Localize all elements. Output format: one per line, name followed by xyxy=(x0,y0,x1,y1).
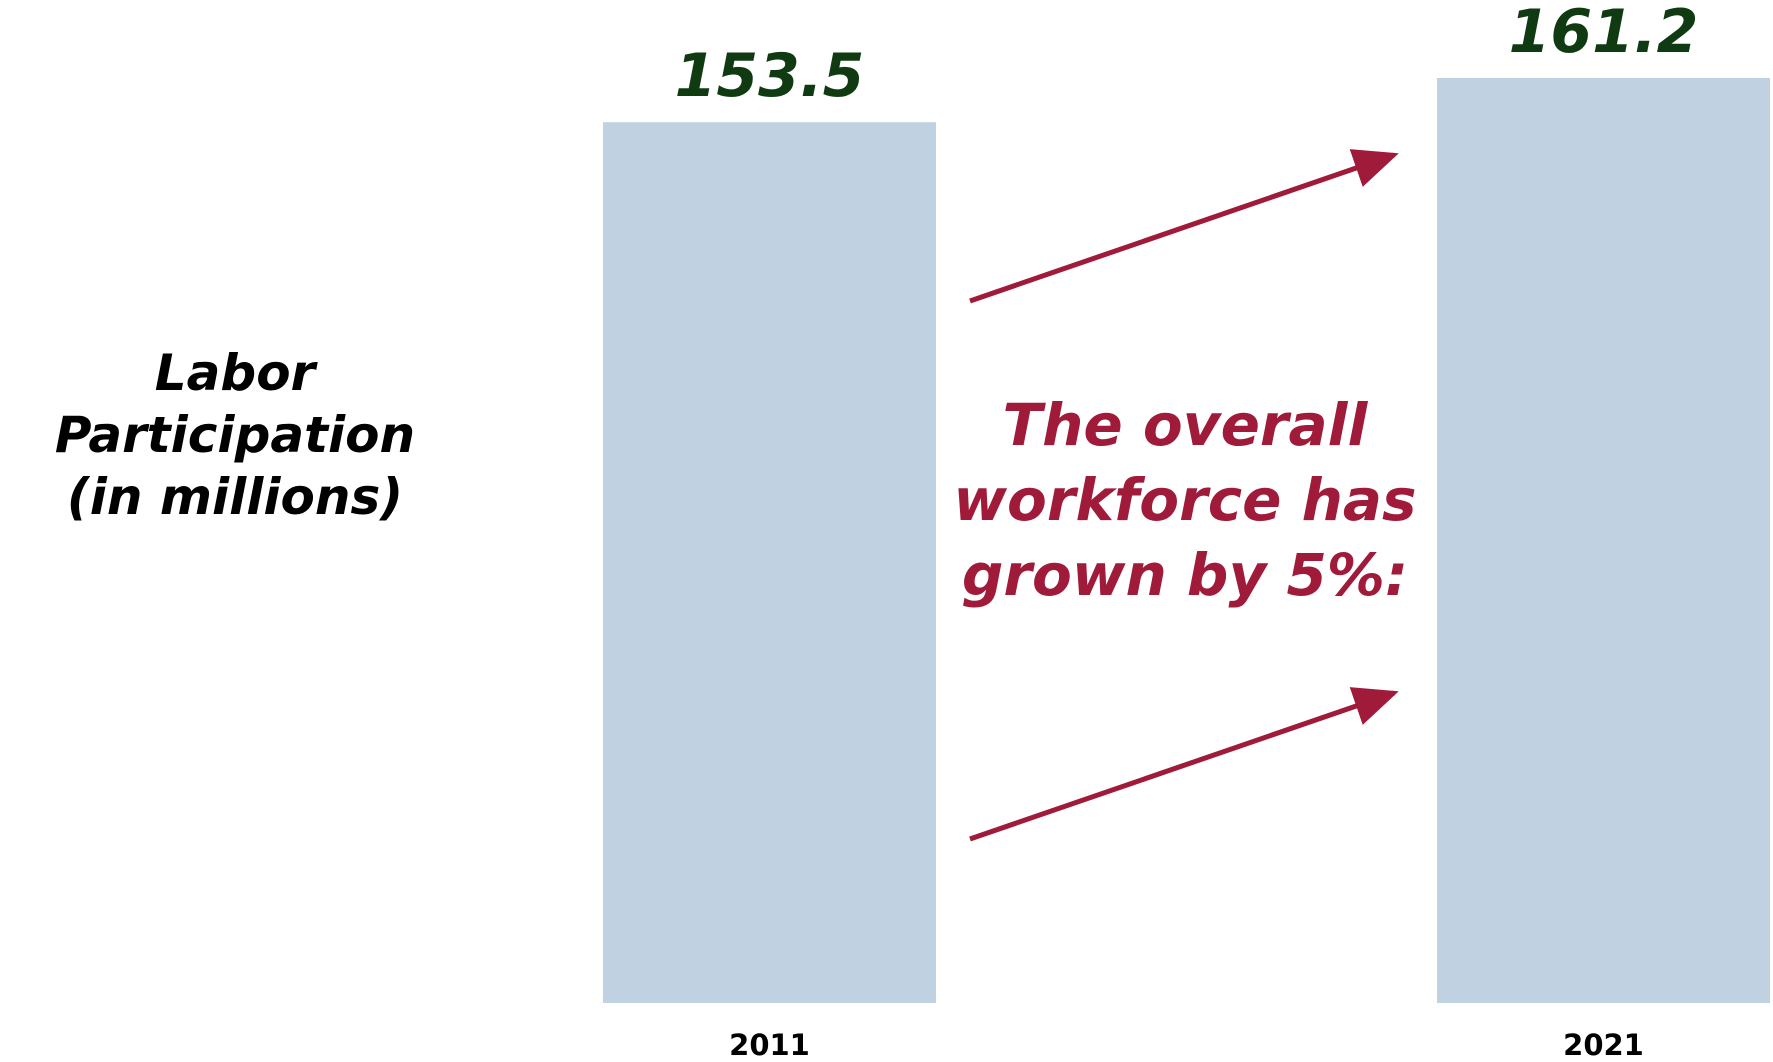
y-axis-label-line-2: (in millions) xyxy=(66,468,404,526)
bar-2021 xyxy=(1437,78,1770,1003)
annotation-line-3: grown by 5%: xyxy=(961,541,1409,609)
growth-arrow-lower xyxy=(969,687,1399,842)
growth-arrow-upper xyxy=(969,149,1399,304)
annotation-line-2: workforce has xyxy=(953,466,1417,534)
y-axis-label-line-1: Labor Participation xyxy=(54,344,416,464)
x-tick-label-2021: 2021 xyxy=(1563,1028,1644,1062)
growth-annotation: The overall workforce has grown by 5%: xyxy=(935,388,1435,613)
annotation-line-1: The overall xyxy=(1002,391,1368,459)
bars-group xyxy=(603,78,1770,1003)
value-label-2011: 153.5 xyxy=(675,41,865,111)
x-tick-label-2011: 2011 xyxy=(729,1028,810,1062)
bar-2011 xyxy=(603,122,936,1003)
y-axis-label: Labor Participation (in millions) xyxy=(0,342,470,528)
value-label-2021: 161.2 xyxy=(1509,0,1699,67)
labels-group: 153.5 2011 161.2 2021 xyxy=(675,0,1699,1062)
